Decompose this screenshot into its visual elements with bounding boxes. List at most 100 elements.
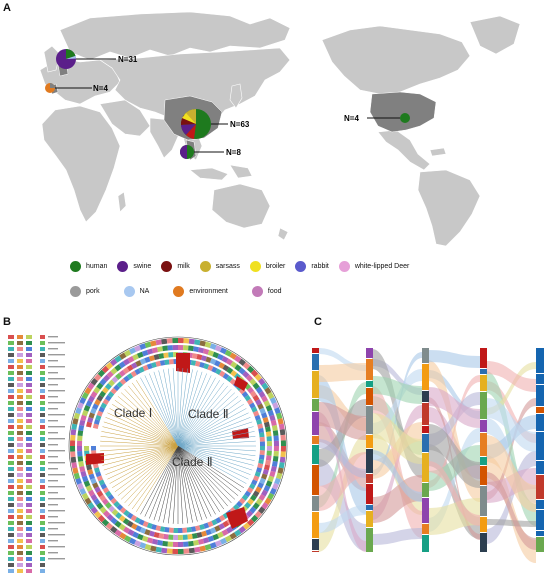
sankey-flow — [318, 363, 366, 382]
key-swatch — [17, 515, 23, 519]
ring-segment — [277, 418, 284, 425]
tree-branch — [177, 412, 249, 447]
ring-segment — [201, 355, 208, 362]
key-swatch — [8, 395, 14, 399]
key-swatch — [17, 371, 23, 375]
key-text-line — [48, 516, 58, 518]
key-swatch — [26, 365, 32, 369]
ring-segment — [88, 412, 95, 419]
ring-segment — [90, 506, 98, 514]
key-text-line — [48, 408, 58, 410]
key-swatch — [8, 383, 14, 387]
callout-label-southeast-asia: N=8 — [226, 148, 241, 157]
ring-segment — [105, 522, 114, 530]
ring-segment — [77, 402, 84, 410]
ring-segment — [215, 368, 222, 375]
sankey-node — [312, 371, 319, 398]
ring-segment — [107, 391, 115, 398]
ring-segment — [90, 494, 98, 502]
key-swatch — [40, 527, 45, 531]
ring-segment — [267, 492, 275, 500]
key-swatch — [40, 461, 45, 465]
ring-segment — [139, 527, 147, 534]
key-swatch — [40, 539, 45, 543]
panel-c-sankey: C — [300, 313, 544, 577]
key-swatch — [17, 365, 23, 369]
ring-segment — [190, 526, 197, 532]
ring-segment — [92, 403, 99, 410]
ring-segment — [115, 512, 122, 520]
key-swatch — [26, 401, 32, 405]
key-swatch — [26, 461, 32, 465]
tree-branch — [177, 445, 189, 524]
ring-segment — [86, 421, 93, 428]
ring-segment — [87, 416, 94, 423]
ring-segment — [242, 362, 251, 370]
ring-segment — [265, 404, 273, 412]
ring-segment — [275, 412, 283, 420]
ring-segment — [219, 347, 228, 355]
ring-segment — [202, 537, 210, 544]
ring-segment — [251, 479, 258, 486]
ring-segment — [244, 490, 251, 498]
ring-segment — [84, 446, 90, 451]
pie-europe-north — [56, 49, 76, 69]
key-swatch — [8, 521, 14, 525]
key-text-line — [48, 432, 58, 434]
ring-segment — [246, 518, 255, 527]
ring-segment — [98, 479, 105, 486]
ring-outline — [68, 336, 288, 556]
key-swatch — [26, 383, 32, 387]
sankey-node — [366, 359, 373, 380]
key-swatch — [8, 419, 14, 423]
ring-segment — [134, 540, 142, 547]
key-swatch — [17, 563, 23, 567]
ring-segment — [187, 533, 193, 540]
ring-segment — [280, 446, 286, 452]
sankey-node — [536, 407, 544, 413]
key-swatch — [17, 479, 23, 483]
ring-segment — [90, 390, 98, 398]
tree-branch — [158, 370, 179, 447]
tree-branch — [124, 445, 179, 504]
sankey-node — [536, 374, 544, 384]
legend-item-rabbit: rabbit — [295, 261, 329, 272]
ring-segment — [251, 406, 258, 413]
legend-label: sarsass — [215, 263, 240, 270]
key-swatch — [40, 551, 45, 555]
ring-segment — [73, 412, 81, 420]
ring-segment — [110, 517, 118, 525]
ring-segment — [229, 532, 237, 540]
key-swatch — [40, 473, 45, 477]
sankey-flow — [486, 472, 536, 550]
ring-segment — [247, 498, 255, 506]
ring-segment — [153, 354, 160, 361]
sankey-flow — [372, 528, 422, 545]
ring-segment — [79, 465, 86, 473]
ring-segment — [96, 502, 104, 510]
ring-segment — [193, 539, 199, 546]
tree-branches — [100, 368, 256, 524]
ring-segment — [273, 435, 279, 441]
key-swatch — [17, 401, 23, 405]
tree-branch — [153, 445, 179, 521]
legend-row-1: human swine milk sarsass broiler rabbit white-… — [70, 261, 419, 272]
ring-segment — [188, 540, 194, 547]
sankey-flows — [318, 348, 536, 563]
ring-segment — [84, 497, 92, 505]
key-swatch — [26, 341, 32, 345]
ring-segment — [193, 346, 199, 353]
ring-segment — [263, 464, 270, 471]
ring-segment — [261, 502, 269, 510]
ring-segment — [258, 454, 265, 460]
key-swatch — [17, 551, 23, 555]
ring-segment — [93, 467, 101, 473]
key-text-line — [48, 378, 65, 380]
ring-segment — [207, 535, 215, 543]
tree-branch — [177, 431, 255, 447]
ring-segment — [265, 431, 272, 437]
key-swatch — [40, 383, 45, 387]
ring-segment — [126, 520, 134, 528]
legend-item-white-lipped-deer: white-lipped Deer — [338, 261, 409, 272]
legend-swatch — [161, 261, 173, 272]
